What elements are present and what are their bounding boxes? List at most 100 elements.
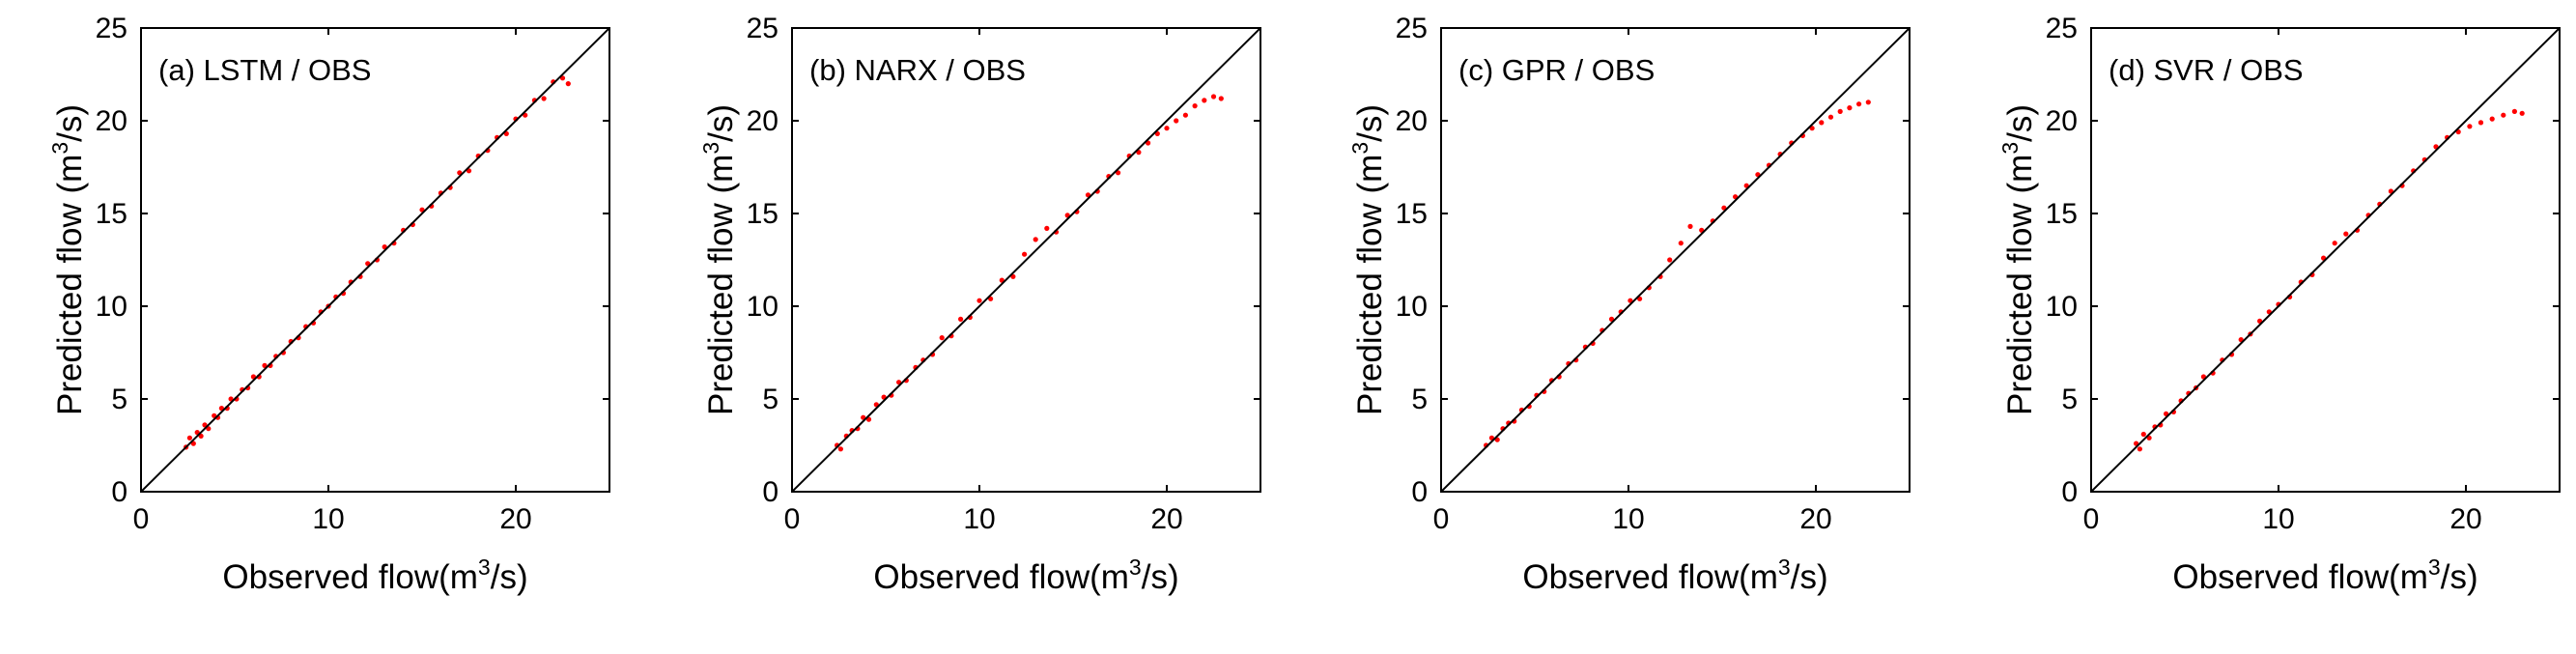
x-tick-label: 0 [2083, 503, 2100, 535]
data-point [565, 81, 571, 87]
y-tick-label: 15 [2046, 198, 2078, 230]
data-point [2511, 108, 2517, 114]
panel-title: (c) GPR / OBS [1458, 53, 1655, 87]
data-point [2489, 116, 2495, 122]
plot-frame [791, 27, 1261, 493]
one-to-one-line [2091, 28, 2560, 492]
data-point [1022, 251, 1028, 257]
data-point [1218, 96, 1224, 101]
y-tick-label: 5 [111, 384, 127, 415]
data-point [1210, 94, 1217, 100]
one-to-one-line [141, 28, 609, 492]
panel-title: (d) SVR / OBS [2109, 53, 2304, 87]
one-to-one-line [792, 28, 1260, 492]
y-axis-label: Predicted flow (m3/s) [47, 104, 89, 415]
data-point [2343, 231, 2349, 237]
x-tick-label: 20 [1799, 503, 1831, 535]
y-tick-label: 0 [762, 476, 778, 508]
data-point [977, 298, 982, 303]
x-tick-label: 10 [312, 503, 344, 535]
x-tick-label: 10 [963, 503, 995, 535]
data-point [1819, 120, 1825, 126]
plot-frame [2090, 27, 2561, 493]
y-tick-label: 10 [747, 291, 778, 323]
data-point [2467, 124, 2473, 129]
y-tick-label: 15 [96, 198, 127, 230]
y-tick-label: 0 [2061, 476, 2078, 508]
x-axis-label: Observed flow(m3/s) [222, 554, 527, 596]
data-point [1678, 241, 1684, 246]
data-point [1687, 223, 1693, 229]
data-point [2519, 110, 2525, 116]
data-point [2137, 446, 2142, 452]
data-point [2477, 120, 2484, 126]
y-tick-label: 0 [1411, 476, 1428, 508]
x-tick-label: 20 [1150, 503, 1182, 535]
panel-a: 0 10 20 0 5 10 15 20 25 (a) LSTM / OBS Observed fl… [47, 13, 610, 596]
data-point [2501, 112, 2506, 118]
data-point [186, 435, 192, 441]
data-point [541, 96, 547, 101]
plot-frame [1440, 27, 1911, 493]
data-point [1827, 114, 1834, 120]
y-tick-label: 20 [1396, 105, 1428, 137]
y-tick-label: 15 [1396, 198, 1428, 230]
scatter-points [1484, 100, 1871, 448]
scatter-points [184, 75, 571, 450]
y-tick-label: 25 [96, 13, 127, 44]
data-point [1182, 112, 1188, 118]
data-point [1174, 118, 1179, 124]
y-tick-label: 10 [1396, 291, 1428, 323]
data-point [939, 335, 945, 341]
data-point [1202, 98, 1207, 103]
y-axis-label: Predicted flow (m3/s) [1347, 104, 1389, 415]
data-point [1164, 126, 1170, 131]
data-point [958, 316, 964, 322]
y-tick-label: 10 [96, 291, 127, 323]
y-tick-label: 20 [747, 105, 778, 137]
x-tick-label: 0 [1433, 503, 1450, 535]
data-point [2332, 241, 2337, 246]
data-point [1044, 225, 1050, 231]
y-tick-label: 25 [2046, 13, 2078, 44]
y-tick-label: 20 [96, 105, 127, 137]
data-point [1033, 237, 1038, 242]
y-tick-label: 25 [1396, 13, 1428, 44]
panel-title: (a) LSTM / OBS [158, 53, 371, 87]
y-tick-label: 5 [2061, 384, 2078, 415]
data-point [1847, 105, 1853, 111]
scatter-points [835, 94, 1224, 452]
plot-frame [140, 27, 610, 493]
data-point [837, 446, 844, 452]
y-axis-label: Predicted flow (m3/s) [1997, 104, 2039, 415]
x-axis-label: Observed flow(m3/s) [873, 554, 1178, 596]
data-point [1192, 103, 1198, 109]
panel-c: 0 10 20 0 5 10 15 20 25 (c) GPR / OBS Observed flo… [1347, 13, 1911, 596]
y-tick-label: 15 [747, 198, 778, 230]
y-tick-label: 20 [2046, 105, 2078, 137]
x-tick-label: 10 [2262, 503, 2294, 535]
x-tick-label: 0 [784, 503, 801, 535]
x-tick-label: 20 [2449, 503, 2481, 535]
data-point [1865, 100, 1871, 105]
data-point [2140, 431, 2146, 438]
data-point [1667, 257, 1673, 263]
y-tick-label: 5 [1411, 384, 1428, 415]
x-axis-label: Observed flow(m3/s) [2172, 554, 2477, 596]
panel-d: 0 10 20 0 5 10 15 20 25 (d) SVR / OBS Observed flo… [1997, 13, 2561, 596]
x-tick-label: 20 [499, 503, 531, 535]
panel-b: 0 10 20 0 5 10 15 20 25 (b) NARX / OBS Observed fl… [698, 13, 1261, 596]
one-to-one-line [1441, 28, 1910, 492]
data-point [1837, 108, 1843, 114]
panel-title: (b) NARX / OBS [809, 53, 1026, 87]
y-axis-label: Predicted flow (m3/s) [698, 104, 740, 415]
y-tick-label: 10 [2046, 291, 2078, 323]
y-tick-label: 25 [747, 13, 778, 44]
y-tick-label: 0 [111, 476, 127, 508]
y-tick-label: 5 [762, 384, 778, 415]
x-tick-label: 0 [133, 503, 150, 535]
scatter-points [2134, 108, 2525, 452]
x-axis-label: Observed flow(m3/s) [1522, 554, 1827, 596]
x-tick-label: 10 [1612, 503, 1644, 535]
